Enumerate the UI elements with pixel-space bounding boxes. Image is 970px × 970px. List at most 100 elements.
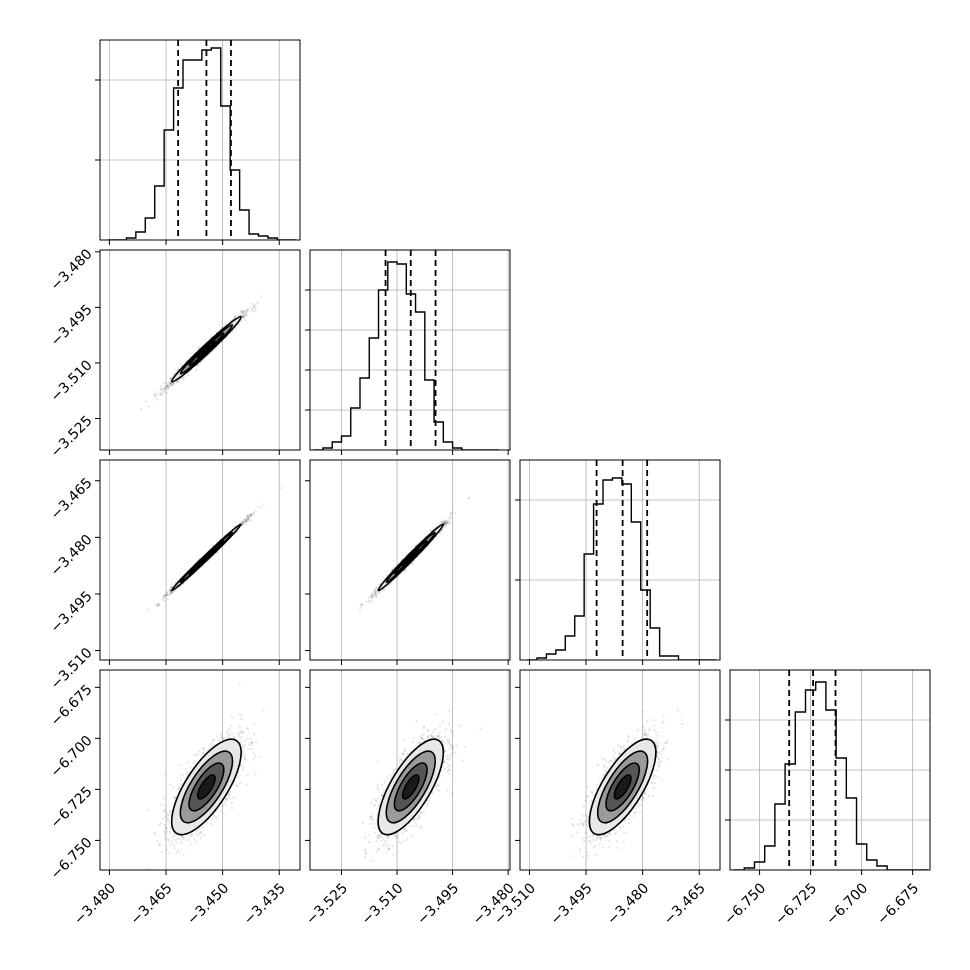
sample-point: [157, 603, 160, 606]
sample-point: [241, 521, 245, 524]
sample-point: [168, 387, 171, 390]
sample-point: [244, 313, 247, 316]
histogram-panel-0: [95, 39, 301, 245]
sample-point: [253, 304, 256, 308]
sample-point: [371, 593, 375, 596]
sample-point: [163, 595, 166, 598]
sample-point: [254, 510, 257, 513]
sample-point: [246, 519, 250, 522]
sample-point: [246, 518, 249, 521]
sample-point: [247, 516, 250, 519]
sample-point: [242, 315, 245, 318]
panel-content: [341, 460, 509, 660]
sample-point: [246, 519, 250, 522]
sample-point: [163, 389, 166, 392]
sample-point: [220, 326, 223, 329]
sample-point: [244, 520, 247, 523]
sample-point: [172, 382, 175, 386]
sample-point: [160, 385, 163, 388]
sample-point: [247, 518, 250, 521]
sample-point: [239, 520, 242, 524]
sample-point: [163, 594, 166, 598]
histogram-step: [107, 47, 297, 240]
sample-point: [159, 387, 163, 390]
sample-point: [169, 381, 172, 384]
sample-point: [170, 585, 173, 589]
sample-point: [198, 557, 201, 560]
sample-point: [163, 599, 166, 602]
panel-frame: [309, 249, 511, 451]
sample-point: [404, 569, 407, 572]
sample-point: [246, 516, 249, 520]
sample-point: [159, 393, 162, 396]
sample-point: [240, 310, 243, 313]
sample-point: [250, 309, 253, 312]
sample-point: [240, 314, 243, 317]
panel-frame: [99, 459, 301, 661]
sample-point: [171, 585, 174, 588]
y-tick-label: −3.480: [48, 246, 96, 294]
sample-point: [154, 394, 157, 397]
sample-point: [171, 591, 174, 594]
sample-point: [249, 514, 253, 517]
sample-point: [254, 308, 257, 312]
sample-point: [177, 367, 180, 370]
sample-point: [159, 394, 162, 397]
sample-point: [370, 593, 373, 597]
sample-point: [166, 591, 169, 594]
sample-point: [244, 523, 247, 526]
sample-point: [168, 589, 171, 592]
sample-point: [252, 306, 255, 309]
sample-point: [240, 309, 243, 313]
sample-point: [367, 599, 371, 603]
sample-point: [163, 387, 167, 390]
sample-point: [439, 520, 443, 524]
sample-point: [166, 590, 169, 594]
y-tick-label: −3.510: [48, 357, 96, 405]
sample-point: [375, 586, 378, 589]
sample-point: [163, 387, 166, 390]
sample-point: [166, 385, 169, 388]
sample-point: [164, 385, 167, 389]
sample-point: [242, 316, 245, 319]
sample-point: [156, 602, 160, 605]
sample-point: [161, 598, 164, 601]
sample-point: [260, 506, 263, 509]
sample-point: [237, 314, 240, 317]
scatter-panel-2-1: [305, 459, 511, 665]
sample-point: [246, 513, 249, 517]
sample-point: [374, 591, 377, 594]
sample-point: [169, 382, 172, 385]
sample-point: [375, 593, 378, 596]
sample-point: [370, 595, 373, 598]
sample-point: [248, 516, 251, 519]
sample-point: [169, 377, 172, 380]
sample-point: [368, 600, 371, 603]
sample-point: [176, 380, 180, 383]
sample-point: [232, 525, 236, 528]
sample-point: [241, 310, 245, 314]
sample-point: [159, 392, 162, 395]
sample-point: [157, 603, 160, 606]
sample-point: [450, 511, 453, 514]
sample-point: [172, 382, 175, 386]
sample-point: [383, 588, 386, 591]
sample-point: [247, 517, 250, 520]
sample-point: [244, 314, 248, 317]
sample-point: [373, 594, 376, 597]
sample-point: [144, 400, 148, 403]
sample-point: [170, 591, 173, 594]
sample-point: [162, 595, 165, 599]
sample-point: [440, 530, 443, 533]
sample-point: [170, 592, 173, 595]
sample-point: [260, 295, 263, 298]
sample-point: [242, 315, 246, 318]
sample-point: [249, 518, 252, 522]
sample-point: [360, 603, 363, 606]
sample-point: [444, 521, 447, 524]
sample-point: [250, 514, 253, 517]
sample-point: [166, 383, 169, 387]
sample-point: [166, 597, 169, 600]
sample-point: [239, 313, 242, 316]
sample-point: [202, 359, 205, 362]
